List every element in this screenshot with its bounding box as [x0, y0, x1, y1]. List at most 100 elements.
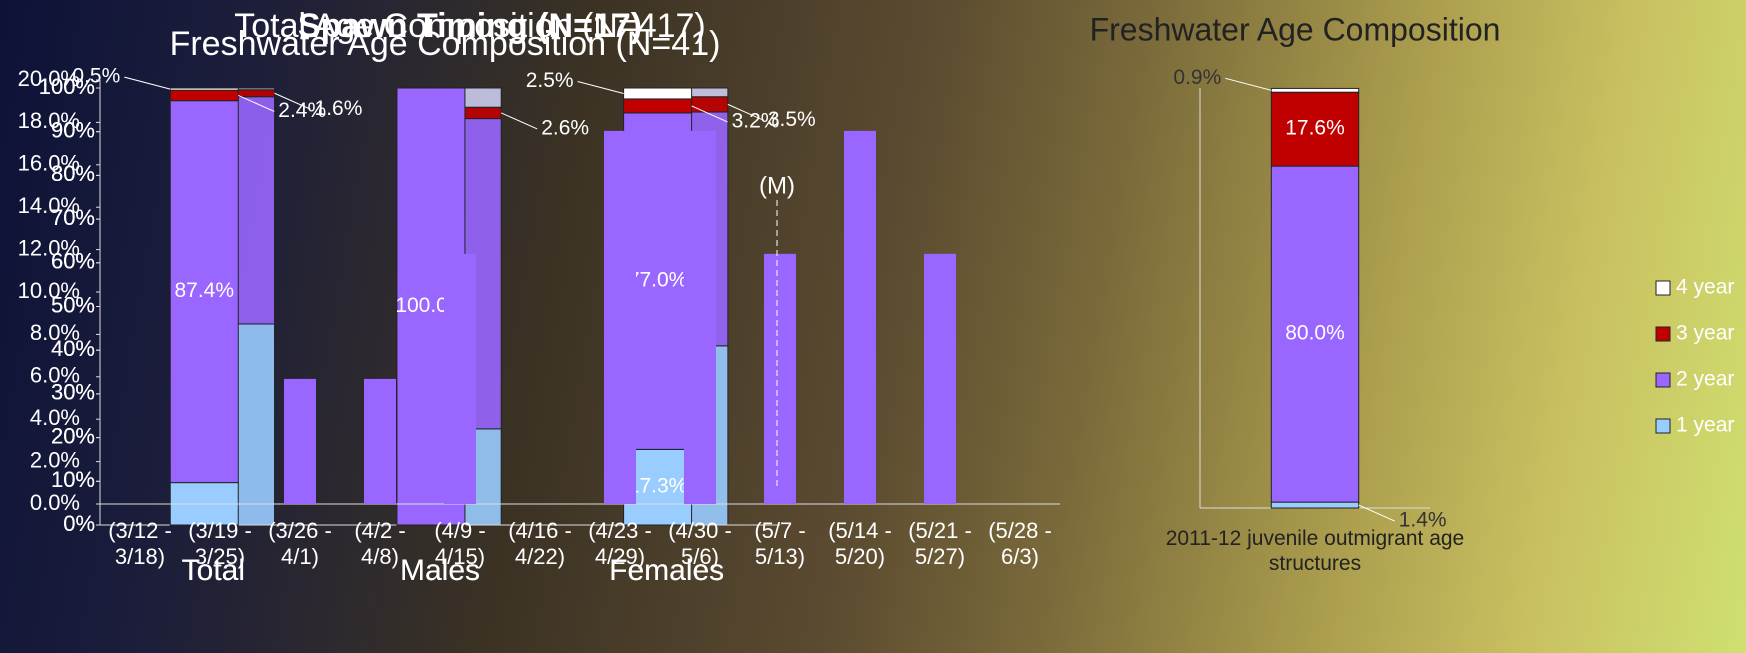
- leader-line: [691, 105, 728, 123]
- leader-line: [1225, 77, 1272, 91]
- chart-title: Spawn Timing (N=17): [298, 7, 642, 45]
- y-tick-label: 40%: [51, 336, 95, 361]
- y-tick-label: 60%: [51, 249, 95, 274]
- bar: [684, 130, 716, 504]
- data-label: 80.0%: [1285, 322, 1345, 345]
- legend-label: 1 year: [1676, 414, 1734, 437]
- leader-line: [124, 76, 171, 90]
- y-tick-label: 80%: [51, 161, 95, 186]
- x-tick-label: Males: [400, 554, 480, 587]
- y-tick-label: 40%: [51, 336, 95, 361]
- leader-line: [500, 112, 538, 130]
- x-tick-label: (4/9 - 4/15): [434, 518, 486, 569]
- chart-title: Total Age Composition (N=417): [234, 7, 706, 45]
- legend-swatch: [1655, 326, 1671, 342]
- bar-segment: [623, 87, 693, 100]
- x-tick-label: 2011-12 juvenile outmigrant age structur…: [1165, 527, 1465, 575]
- bar: [364, 378, 396, 504]
- legend-swatch: [1655, 418, 1671, 434]
- data-label: 0.9%: [1173, 66, 1221, 89]
- x-tick-label: Females: [609, 554, 724, 587]
- y-tick-label: 90%: [51, 118, 95, 143]
- y-tick-label: 0.0%: [30, 490, 80, 515]
- leader-line: [727, 103, 765, 121]
- y-tick-label: 10%: [51, 467, 95, 492]
- y-tick-label: 60%: [51, 249, 95, 274]
- x-tick-label: Males: [400, 554, 480, 587]
- x-tick-label: (5/21 - 5/27): [908, 518, 972, 569]
- y-tick-label: 12.0%: [18, 235, 80, 260]
- y-tick-label: 20%: [51, 423, 95, 448]
- y-tick-label: 90%: [51, 118, 95, 143]
- y-tick-label: 8.0%: [30, 320, 80, 345]
- y-tick-label: 30%: [51, 380, 95, 405]
- bar: [924, 253, 956, 504]
- x-tick-label: Females: [609, 554, 724, 587]
- y-tick-label: 2.0%: [30, 447, 80, 472]
- x-tick-label: (3/19 - 3/25): [188, 518, 252, 569]
- y-tick-label: 70%: [51, 205, 95, 230]
- y-tick-label: 20%: [51, 423, 95, 448]
- leader-line: [1358, 504, 1395, 522]
- x-tick-label: (5/14 - 5/20): [828, 518, 892, 569]
- y-tick-label: 70%: [51, 205, 95, 230]
- data-label: 0.5%: [72, 65, 120, 88]
- x-tick-label: (4/23 - 4/29): [588, 518, 652, 569]
- legend-label: 4 year: [1676, 276, 1734, 299]
- data-label: 3.5%: [768, 108, 816, 131]
- y-tick-label: 20.0%: [18, 66, 80, 91]
- data-label: 87.4%: [174, 279, 234, 302]
- x-tick-label: (3/26 - 4/1): [268, 518, 332, 569]
- y-tick-label: 4.0%: [30, 405, 80, 430]
- x-tick-label: Total: [182, 554, 245, 587]
- bar-segment: [1270, 87, 1360, 93]
- legend-label: 3 year: [1676, 322, 1734, 345]
- y-tick-label: 0%: [63, 511, 95, 536]
- bar: [764, 253, 796, 504]
- y-tick-label: 50%: [51, 292, 95, 317]
- data-label: 1.4%: [1399, 509, 1447, 532]
- x-tick-label: (5/7 - 5/13): [754, 518, 806, 569]
- bar: [604, 130, 636, 504]
- legend-label: 2 year: [1676, 368, 1734, 391]
- x-tick-label: (4/16 - 4/22): [508, 518, 572, 569]
- leader-line: [577, 80, 624, 94]
- y-tick-label: 100%: [39, 74, 95, 99]
- data-label: 3.2%: [732, 109, 780, 132]
- data-label: 77.0%: [628, 269, 688, 292]
- annotation: (M): [759, 172, 795, 199]
- y-tick-label: 30%: [51, 380, 95, 405]
- x-tick-label: Total: [182, 554, 245, 587]
- bar: [444, 253, 476, 504]
- y-tick-label: 80%: [51, 161, 95, 186]
- data-label: 2.5%: [526, 69, 574, 92]
- y-tick-label: 0%: [63, 511, 95, 536]
- y-tick-label: 10.0%: [18, 278, 80, 303]
- x-tick-label: (5/28 - 6/3): [988, 518, 1052, 569]
- data-label: 17.3%: [628, 475, 688, 498]
- bar-segment: [169, 87, 239, 91]
- bar: [844, 130, 876, 504]
- legend-swatch: [1655, 280, 1671, 296]
- data-label: 2.6%: [541, 116, 589, 139]
- chart-title: Freshwater Age Composition (N=41): [170, 25, 721, 63]
- y-tick-label: 50%: [51, 292, 95, 317]
- legend-swatch: [1655, 372, 1671, 388]
- data-label: 1.6%: [315, 97, 363, 120]
- y-tick-label: 100%: [39, 74, 95, 99]
- x-tick-label: (3/12 - 3/18): [108, 518, 172, 569]
- data-label: 17.6%: [1285, 117, 1345, 140]
- y-tick-label: 6.0%: [30, 363, 80, 388]
- y-tick-label: 10%: [51, 467, 95, 492]
- y-tick-label: 16.0%: [18, 151, 80, 176]
- y-tick-label: 14.0%: [18, 193, 80, 218]
- leader-line: [274, 92, 311, 110]
- bar-segment: [623, 98, 693, 114]
- bar-segment: [1270, 501, 1360, 509]
- bar-segment: [1270, 91, 1360, 167]
- data-label: 2.4%: [278, 99, 326, 122]
- bar-segment: [169, 89, 239, 102]
- leader-line: [238, 94, 275, 112]
